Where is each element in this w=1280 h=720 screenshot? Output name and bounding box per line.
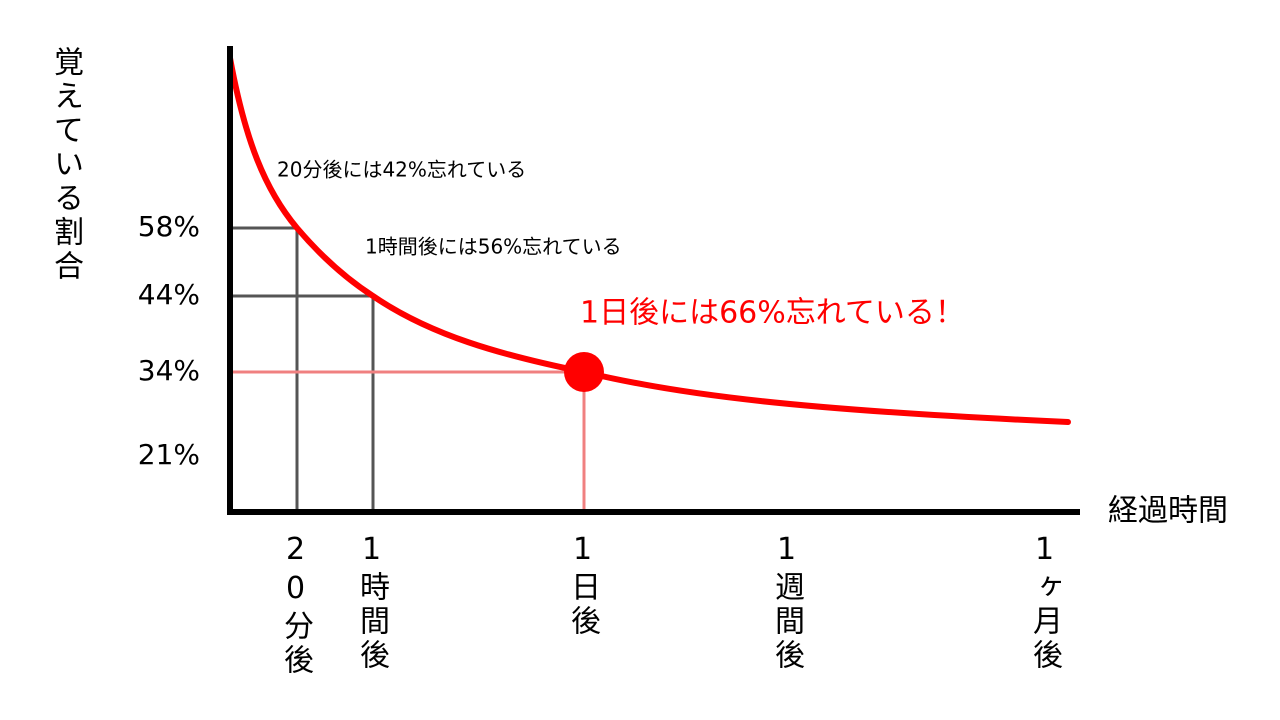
annotation: 20分後には42%忘れている (277, 158, 526, 182)
x-tick-label: 1ヶ月後 (1027, 532, 1062, 673)
annotation: 1日後には66%忘れている！ (580, 296, 965, 331)
x-tick-label: 1時間後 (354, 532, 389, 673)
x-axis-label: 経過時間 (1108, 494, 1228, 529)
y-tick-label: 21% (138, 438, 200, 471)
forgetting-curve (227, 55, 1071, 425)
x-tick-label: 1週間後 (769, 532, 804, 673)
x-tick-label: 1日後 (565, 532, 600, 639)
y-tick-label: 58% (138, 210, 200, 243)
y-tick-label: 44% (138, 278, 200, 311)
highlight-point (564, 352, 604, 392)
annotation: 1時間後には56%忘れている (365, 235, 622, 259)
y-axis-label: 覚えている割合 (48, 46, 83, 284)
y-tick-label: 34% (138, 354, 200, 387)
x-tick-label: 20分後 (278, 532, 313, 678)
